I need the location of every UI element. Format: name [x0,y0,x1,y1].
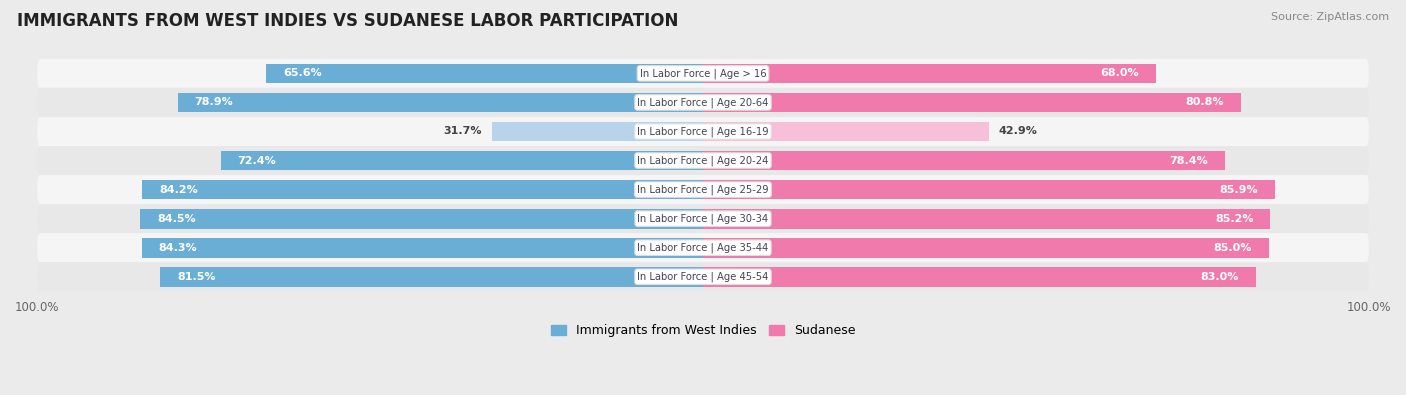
Text: 78.4%: 78.4% [1170,156,1208,166]
Text: 65.6%: 65.6% [283,68,322,78]
Bar [703,122,988,141]
Text: In Labor Force | Age 30-34: In Labor Force | Age 30-34 [637,213,769,224]
Bar [703,267,1256,287]
Bar [703,92,1241,112]
Text: Source: ZipAtlas.com: Source: ZipAtlas.com [1271,12,1389,22]
Bar [142,238,703,258]
Text: 85.9%: 85.9% [1219,184,1258,195]
Text: 31.7%: 31.7% [443,126,482,137]
Text: 84.2%: 84.2% [159,184,198,195]
Text: 72.4%: 72.4% [238,156,277,166]
FancyBboxPatch shape [37,204,1369,233]
Text: 80.8%: 80.8% [1185,98,1225,107]
Text: In Labor Force | Age > 16: In Labor Force | Age > 16 [640,68,766,79]
Bar [177,92,703,112]
Bar [160,267,703,287]
Text: 85.2%: 85.2% [1215,214,1254,224]
Text: 85.0%: 85.0% [1213,243,1253,253]
FancyBboxPatch shape [37,117,1369,146]
Text: In Labor Force | Age 25-29: In Labor Force | Age 25-29 [637,184,769,195]
Bar [703,64,1156,83]
FancyBboxPatch shape [37,233,1369,262]
Legend: Immigrants from West Indies, Sudanese: Immigrants from West Indies, Sudanese [546,320,860,342]
FancyBboxPatch shape [37,175,1369,204]
Text: 42.9%: 42.9% [998,126,1038,137]
Text: 84.3%: 84.3% [159,243,197,253]
Text: 68.0%: 68.0% [1101,68,1139,78]
Bar [221,150,703,170]
Text: In Labor Force | Age 35-44: In Labor Force | Age 35-44 [637,243,769,253]
Bar [703,150,1225,170]
Text: In Labor Force | Age 20-24: In Labor Force | Age 20-24 [637,155,769,166]
Text: 81.5%: 81.5% [177,272,215,282]
Bar [266,64,703,83]
Bar [703,209,1270,229]
Bar [141,209,703,229]
Text: In Labor Force | Age 16-19: In Labor Force | Age 16-19 [637,126,769,137]
Text: 84.5%: 84.5% [157,214,195,224]
Text: 78.9%: 78.9% [194,98,233,107]
Text: In Labor Force | Age 20-64: In Labor Force | Age 20-64 [637,97,769,108]
FancyBboxPatch shape [37,146,1369,175]
Bar [703,180,1275,199]
FancyBboxPatch shape [37,88,1369,117]
Bar [142,180,703,199]
Text: 83.0%: 83.0% [1201,272,1239,282]
Bar [492,122,703,141]
Bar [703,238,1268,258]
FancyBboxPatch shape [37,262,1369,291]
Text: In Labor Force | Age 45-54: In Labor Force | Age 45-54 [637,271,769,282]
FancyBboxPatch shape [37,59,1369,88]
Text: IMMIGRANTS FROM WEST INDIES VS SUDANESE LABOR PARTICIPATION: IMMIGRANTS FROM WEST INDIES VS SUDANESE … [17,12,678,30]
